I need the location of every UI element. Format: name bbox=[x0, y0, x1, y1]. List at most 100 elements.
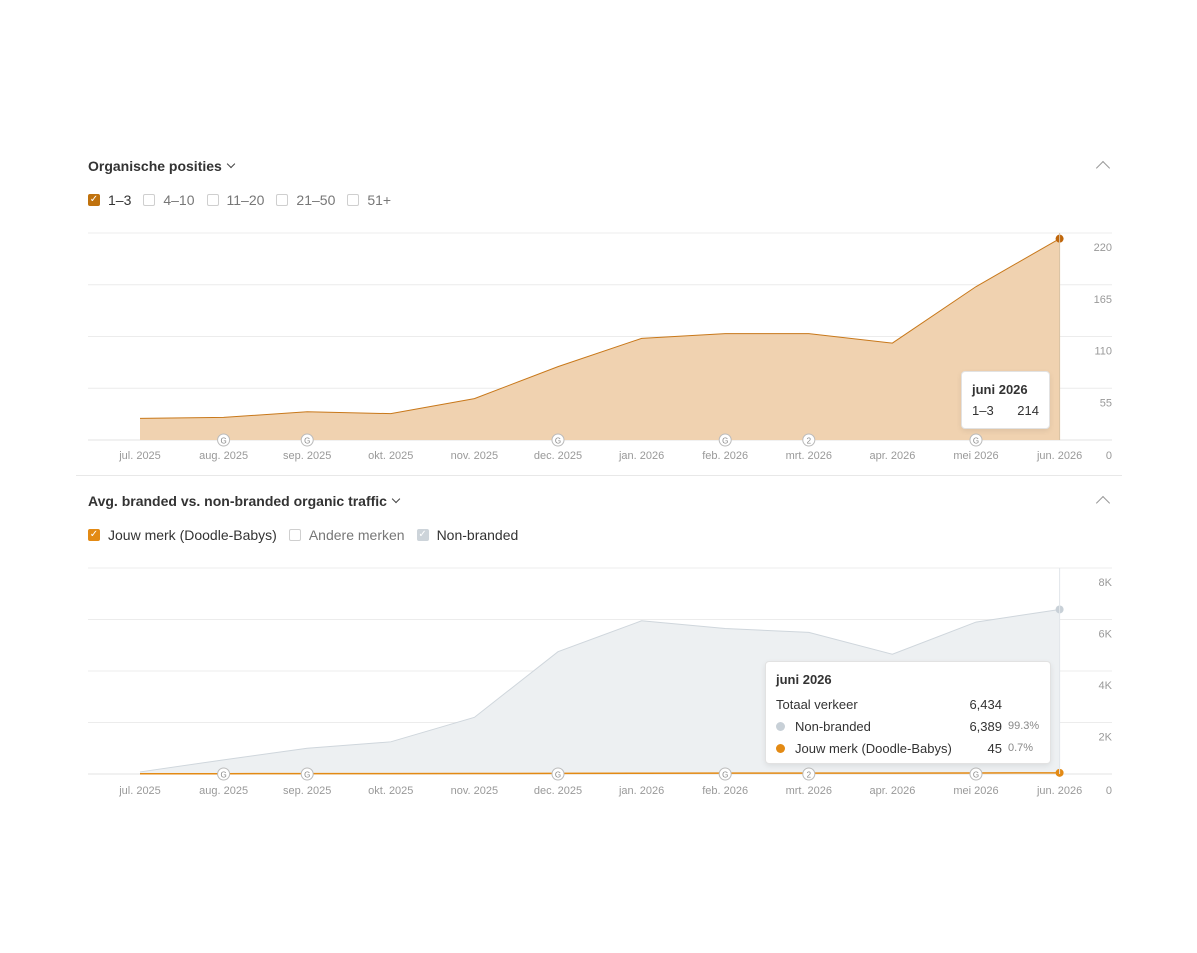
filter-4-10[interactable]: 4–10 bbox=[143, 192, 195, 208]
annotation-marker bbox=[969, 433, 983, 447]
x-tick-label: mei 2026 bbox=[953, 450, 998, 462]
tooltip-value: 214 bbox=[1017, 403, 1039, 418]
tooltip-title: juni 2026 bbox=[776, 672, 832, 687]
tooltip-row-own-brand: Jouw merk (Doodle-Babys) 45 0.7% bbox=[776, 737, 1040, 759]
y-tick-label: 220 bbox=[1094, 242, 1112, 254]
series-line bbox=[139, 772, 1060, 775]
x-tick-label: nov. 2025 bbox=[451, 450, 499, 462]
filter-label: Jouw merk (Doodle-Babys) bbox=[108, 527, 277, 543]
tooltip-total-row: Totaal verkeer 6,434 bbox=[776, 693, 1040, 715]
x-tick-label: apr. 2026 bbox=[869, 785, 915, 797]
x-tick-label: nov. 2025 bbox=[451, 785, 499, 797]
annotation-label: G bbox=[722, 771, 728, 780]
series-line bbox=[139, 608, 1060, 773]
section-divider bbox=[76, 475, 1122, 476]
x-tick-label: jul. 2025 bbox=[118, 785, 161, 797]
filter-non-branded[interactable]: ✓ Non-branded bbox=[416, 527, 519, 543]
annotation-label: 2 bbox=[807, 437, 812, 446]
organic-positions-title[interactable]: Organische posities bbox=[88, 158, 236, 174]
x-tick-label: dec. 2025 bbox=[534, 450, 582, 462]
tooltip-row-pct: 0.7% bbox=[1008, 742, 1034, 754]
tooltip-title: juni 2026 bbox=[972, 382, 1028, 397]
checkbox-checked-icon[interactable]: ✓ bbox=[416, 529, 429, 541]
y-tick-label: 4K bbox=[1099, 680, 1113, 692]
y-tick-label: 165 bbox=[1094, 294, 1112, 306]
annotation-marker bbox=[300, 767, 314, 781]
x-tick-label: mrt. 2026 bbox=[786, 450, 832, 462]
y-tick-label: 6K bbox=[1099, 629, 1113, 641]
annotation-label: G bbox=[220, 437, 226, 446]
series-line bbox=[139, 238, 1060, 419]
annotation-marker bbox=[217, 767, 231, 781]
tooltip-row-non-branded: Non-branded 6,389 99.3% bbox=[776, 715, 1040, 737]
x-tick-label: jan. 2026 bbox=[618, 785, 664, 797]
filter-label: 51+ bbox=[367, 192, 392, 208]
tooltip-row-value: 6,389 bbox=[969, 718, 1002, 734]
annotation-marker bbox=[551, 433, 565, 447]
annotation-label: G bbox=[973, 771, 979, 780]
x-tick-label: jan. 2026 bbox=[618, 450, 664, 462]
annotation-marker bbox=[718, 433, 732, 447]
checkbox-icon[interactable] bbox=[276, 194, 289, 206]
tooltip-row-value: 45 bbox=[987, 740, 1002, 756]
filter-label: 1–3 bbox=[108, 192, 132, 208]
tooltip-row-label: Non-branded bbox=[795, 718, 871, 734]
y-tick-label: 110 bbox=[1094, 346, 1112, 358]
filter-21-50[interactable]: 21–50 bbox=[276, 192, 335, 208]
x-tick-label: aug. 2025 bbox=[199, 450, 248, 462]
checkbox-icon[interactable] bbox=[143, 194, 156, 206]
x-tick-label: jun. 2026 bbox=[1036, 785, 1082, 797]
filter-own-brand[interactable]: ✓ Jouw merk (Doodle-Babys) bbox=[88, 527, 277, 543]
organic-positions-title-text: Organische posities bbox=[88, 158, 222, 174]
checkbox-icon[interactable] bbox=[347, 194, 360, 206]
annotation-label: G bbox=[973, 437, 979, 446]
traffic-tooltip: juni 2026 Totaal verkeer 6,434 Non-brand… bbox=[765, 661, 1051, 764]
annotation-label: G bbox=[722, 437, 728, 446]
annotation-label: 2 bbox=[807, 771, 812, 780]
filter-1-3[interactable]: ✓ 1–3 bbox=[88, 192, 131, 208]
annotation-marker bbox=[802, 433, 816, 447]
x-tick-label: feb. 2026 bbox=[702, 785, 748, 797]
annotation-label: G bbox=[555, 437, 561, 446]
filter-label: Non-branded bbox=[436, 527, 519, 543]
y-tick-label: 55 bbox=[1100, 397, 1112, 409]
annotation-marker bbox=[802, 767, 816, 781]
series-dot-icon bbox=[776, 721, 785, 731]
x-tick-label: sep. 2025 bbox=[283, 785, 331, 797]
tooltip-total-value: 6,434 bbox=[969, 696, 1002, 712]
x-tick-label: mei 2026 bbox=[953, 785, 998, 797]
checkbox-checked-icon[interactable]: ✓ bbox=[88, 529, 100, 541]
y-tick-label: 2K bbox=[1099, 732, 1113, 744]
annotation-label: G bbox=[304, 437, 310, 446]
annotation-marker bbox=[969, 767, 983, 781]
x-tick-label: mrt. 2026 bbox=[786, 785, 832, 797]
checkbox-icon[interactable] bbox=[206, 194, 219, 206]
traffic-filters: ✓ Jouw merk (Doodle-Babys) Andere merken … bbox=[88, 527, 530, 543]
annotation-label: G bbox=[304, 771, 310, 780]
annotation-marker bbox=[551, 767, 565, 781]
filter-51-plus[interactable]: 51+ bbox=[347, 192, 391, 208]
position-filters: ✓ 1–3 4–10 11–20 21–50 51+ bbox=[88, 192, 403, 208]
annotation-label: G bbox=[555, 771, 561, 780]
x-tick-label: dec. 2025 bbox=[534, 785, 582, 797]
y-tick-label: 0 bbox=[1106, 450, 1112, 462]
checkbox-checked-icon[interactable]: ✓ bbox=[88, 194, 100, 206]
traffic-title[interactable]: Avg. branded vs. non-branded organic tra… bbox=[88, 493, 401, 509]
traffic-title-text: Avg. branded vs. non-branded organic tra… bbox=[88, 493, 387, 509]
filter-label: 11–20 bbox=[226, 192, 265, 208]
series-dot-icon bbox=[776, 743, 785, 753]
filter-11-20[interactable]: 11–20 bbox=[206, 192, 265, 208]
series-area bbox=[140, 238, 1060, 440]
checkbox-icon[interactable] bbox=[288, 529, 301, 541]
annotation-marker bbox=[718, 767, 732, 781]
x-tick-label: jul. 2025 bbox=[118, 450, 161, 462]
filter-other-brands[interactable]: Andere merken bbox=[288, 527, 405, 543]
x-tick-label: apr. 2026 bbox=[869, 450, 915, 462]
positions-tooltip: juni 2026 1–3 214 bbox=[961, 371, 1050, 429]
x-tick-label: sep. 2025 bbox=[283, 450, 331, 462]
filter-label: 21–50 bbox=[296, 192, 336, 208]
x-tick-label: jun. 2026 bbox=[1036, 450, 1082, 462]
tooltip-row-label: Jouw merk (Doodle-Babys) bbox=[795, 740, 952, 756]
x-tick-label: aug. 2025 bbox=[199, 785, 248, 797]
